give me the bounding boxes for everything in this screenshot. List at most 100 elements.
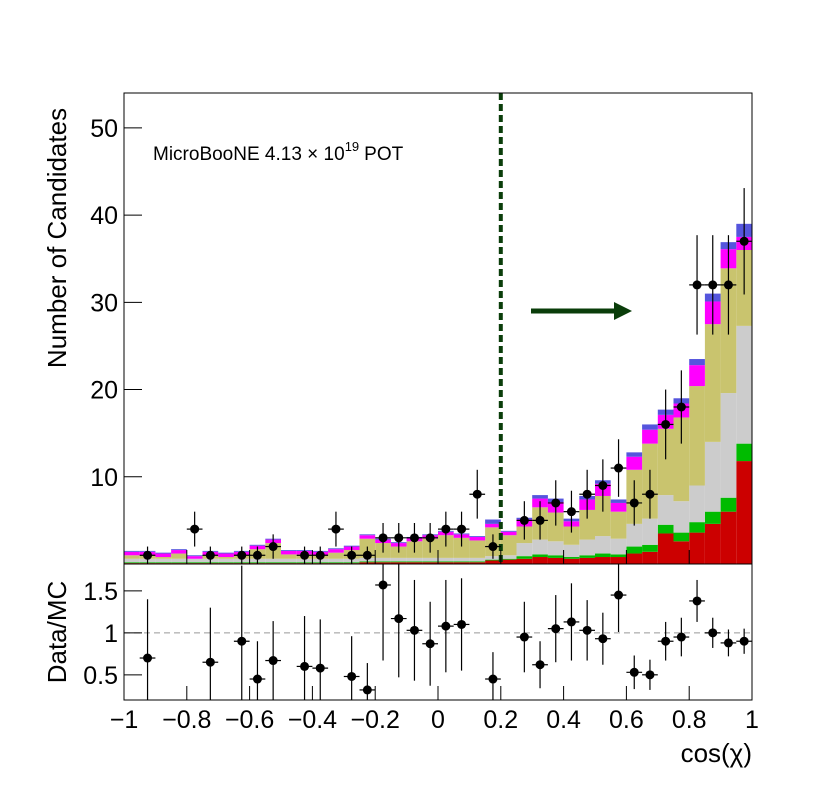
x-tick-label: −0.2 [351, 706, 400, 734]
data-point [347, 550, 357, 560]
data-point [409, 533, 419, 543]
ratio-point [457, 619, 467, 629]
data-point [394, 533, 404, 543]
data-point [190, 524, 200, 534]
stack-bar [579, 555, 595, 558]
x-tick-label: 1 [745, 706, 759, 734]
data-point [692, 280, 702, 290]
stack-bar [532, 554, 548, 558]
y-tick-label: 40 [90, 202, 118, 230]
y-tick-label: 0.5 [83, 662, 118, 690]
stack-bar [595, 557, 611, 564]
data-point [519, 515, 529, 525]
x-tick-label: −0.4 [288, 706, 337, 734]
stack-bar [406, 561, 423, 563]
ratio-point [315, 663, 325, 673]
stack-bar [218, 562, 234, 564]
y-tick-label: 10 [90, 464, 118, 492]
stack-bar [500, 530, 517, 532]
stack-bar [124, 558, 140, 563]
ratio-point [535, 660, 545, 670]
stack-bar [532, 495, 548, 499]
stack-bar [736, 325, 752, 444]
stack-bar [689, 532, 705, 564]
annotation-sup: 19 [345, 139, 359, 154]
stack-bar [626, 546, 643, 554]
stack-bar [547, 512, 564, 542]
stack-bar [171, 562, 187, 564]
stack-bar [218, 553, 234, 558]
stack-bar [673, 532, 690, 542]
ratio-point [566, 617, 576, 627]
data-point [676, 402, 686, 412]
data-point [362, 550, 372, 560]
stack-bar [642, 424, 658, 430]
stack-bar [453, 562, 470, 564]
stack-bar [500, 531, 517, 536]
y-tick-label: 1 [104, 620, 118, 648]
x-tick-label: 0.6 [609, 706, 644, 734]
stack-bar [720, 497, 737, 512]
x-tick-label: 0.8 [672, 706, 707, 734]
data-point [331, 524, 341, 534]
data-point [315, 550, 325, 560]
stack-bar [595, 536, 611, 554]
stack-bar [657, 533, 674, 564]
stack-bar [186, 562, 203, 564]
stack-bar [579, 509, 595, 540]
stack-bar [218, 558, 234, 563]
stack-bar [186, 556, 203, 559]
stack-bar [375, 561, 391, 563]
ratio-point [441, 621, 451, 631]
stack-bar [642, 518, 658, 545]
ratio-point [268, 656, 278, 666]
stack-bar [422, 562, 438, 564]
ratio-point [394, 614, 404, 624]
stack-bar [704, 511, 721, 524]
main-plot [124, 93, 752, 564]
stack-bar [438, 557, 454, 562]
stack-bar [704, 441, 721, 512]
stack-bar [563, 558, 580, 564]
stack-bar [171, 550, 187, 554]
stack-bar [673, 541, 690, 564]
stack-bar [547, 555, 564, 558]
ratio-point [645, 670, 655, 680]
stack-bar [500, 535, 517, 556]
data-point [457, 524, 467, 534]
stack-bar [328, 548, 344, 550]
annotation-main: MicroBooNE 4.13 × 10 [153, 144, 345, 165]
arrow-head [614, 302, 632, 320]
stack-bar [124, 550, 140, 552]
stack-bar [155, 562, 172, 564]
data-point [614, 463, 624, 473]
stack-bar [626, 523, 643, 547]
stack-bar [281, 550, 297, 555]
stack-bar [469, 561, 486, 563]
stack-bar [124, 551, 140, 556]
data-point [237, 550, 247, 560]
stack-bar [155, 552, 172, 554]
stack-bar [171, 558, 187, 563]
data-point [205, 550, 215, 560]
stack-bar [249, 544, 266, 546]
stack-bar [359, 535, 376, 539]
stack-bar [343, 545, 360, 547]
data-point [629, 498, 639, 508]
stack-bar [438, 562, 454, 564]
stack-bar [438, 561, 454, 563]
stack-bar [406, 562, 423, 564]
stack-bar [610, 499, 627, 503]
annotation-tail: POT [364, 144, 403, 165]
ratio-point [708, 628, 718, 638]
stack-bar [218, 552, 234, 554]
ratio-point [551, 624, 561, 634]
data-point [661, 419, 671, 429]
data-point [598, 481, 608, 490]
stack-bar [516, 556, 533, 559]
ratio-point [362, 685, 372, 695]
stack-bar [469, 557, 486, 562]
stack-bar [422, 557, 438, 562]
data-point [300, 550, 310, 560]
stack-bar [328, 562, 344, 564]
